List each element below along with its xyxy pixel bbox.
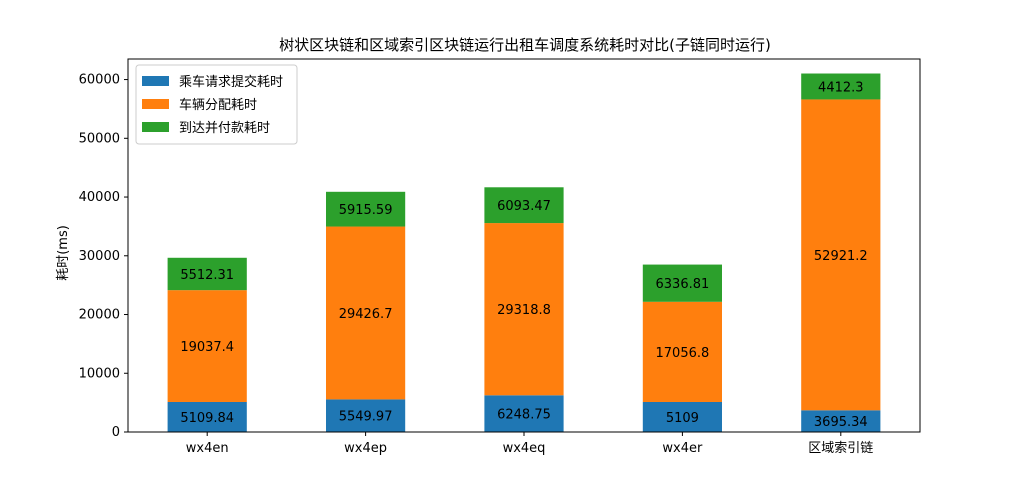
legend-box: [135, 64, 298, 145]
bar-s0-0: [167, 401, 247, 432]
y-tick-label-3: 30000: [79, 249, 120, 264]
legend-swatch-0: [142, 76, 169, 86]
bar-label-s2-3: 6336.81: [656, 277, 710, 292]
x-tick-label-4: 区域索引链: [808, 441, 873, 456]
bar-label-s1-2: 29318.8: [497, 303, 551, 318]
bar-s0-3: [642, 401, 722, 432]
legend-label-2: 到达并付款耗时: [179, 121, 270, 136]
bar-s2-2: [484, 187, 564, 224]
x-tick-label-1: wx4ep: [344, 441, 387, 456]
bar-s1-4: [801, 99, 881, 411]
y-tick-label-4: 40000: [79, 190, 120, 205]
y-tick-label-0: 0: [112, 425, 120, 440]
bar-label-s1-0: 19037.4: [180, 340, 234, 355]
bar-s0-1: [326, 399, 406, 432]
y-axis-label: 耗时(ms): [56, 225, 71, 281]
bar-label-s0-2: 6248.75: [497, 408, 551, 423]
bar-s2-4: [801, 73, 881, 100]
legend-label-0: 乘车请求提交耗时: [179, 74, 283, 90]
bar-label-s0-3: 5109: [666, 411, 699, 426]
bar-s1-3: [642, 301, 722, 402]
bar-label-s1-1: 29426.7: [339, 307, 393, 322]
bar-label-s0-4: 3695.34: [814, 415, 868, 430]
y-tick-label-2: 20000: [79, 308, 120, 323]
bar-s1-1: [326, 226, 406, 400]
bar-label-s2-1: 5915.59: [339, 203, 393, 218]
bar-s2-0: [167, 257, 247, 291]
bar-s2-1: [326, 191, 406, 227]
bar-label-s1-4: 52921.2: [814, 249, 868, 264]
x-tick-label-3: wx4er: [662, 441, 703, 456]
legend-swatch-1: [142, 99, 169, 109]
bar-label-s0-0: 5109.84: [180, 411, 234, 426]
bar-label-s2-0: 5512.31: [180, 268, 234, 283]
bar-label-s1-3: 17056.8: [656, 346, 710, 361]
bar-s1-0: [167, 290, 247, 402]
bar-label-s0-1: 5549.97: [339, 410, 393, 425]
legend-swatch-2: [142, 122, 169, 132]
x-tick-label-2: wx4eq: [503, 441, 546, 456]
bar-s0-4: [801, 410, 881, 432]
bar-s2-3: [642, 264, 722, 302]
legend-label-1: 车辆分配耗时: [179, 97, 257, 113]
chart-title: 树状区块链和区域索引区块链运行出租车调度系统耗时对比(子链同时运行): [279, 36, 771, 54]
plot-area: 5109.84 5549.97 6248.75 5109 3695.34 19037.4 2…: [167, 73, 881, 432]
bar-label-s2-2: 6093.47: [497, 199, 551, 214]
axes: 0 10000 20000 30000 40000 50000 60000 wx4en wx4e…: [79, 58, 921, 456]
x-tick-label-0: wx4en: [186, 441, 229, 456]
bar-s0-2: [484, 395, 564, 432]
y-tick-label-5: 50000: [79, 131, 120, 146]
y-tick-label-1: 10000: [79, 366, 120, 381]
bar-s1-2: [484, 223, 564, 396]
bar-label-s2-4: 4412.3: [818, 80, 864, 95]
y-tick-label-6: 60000: [79, 73, 120, 88]
